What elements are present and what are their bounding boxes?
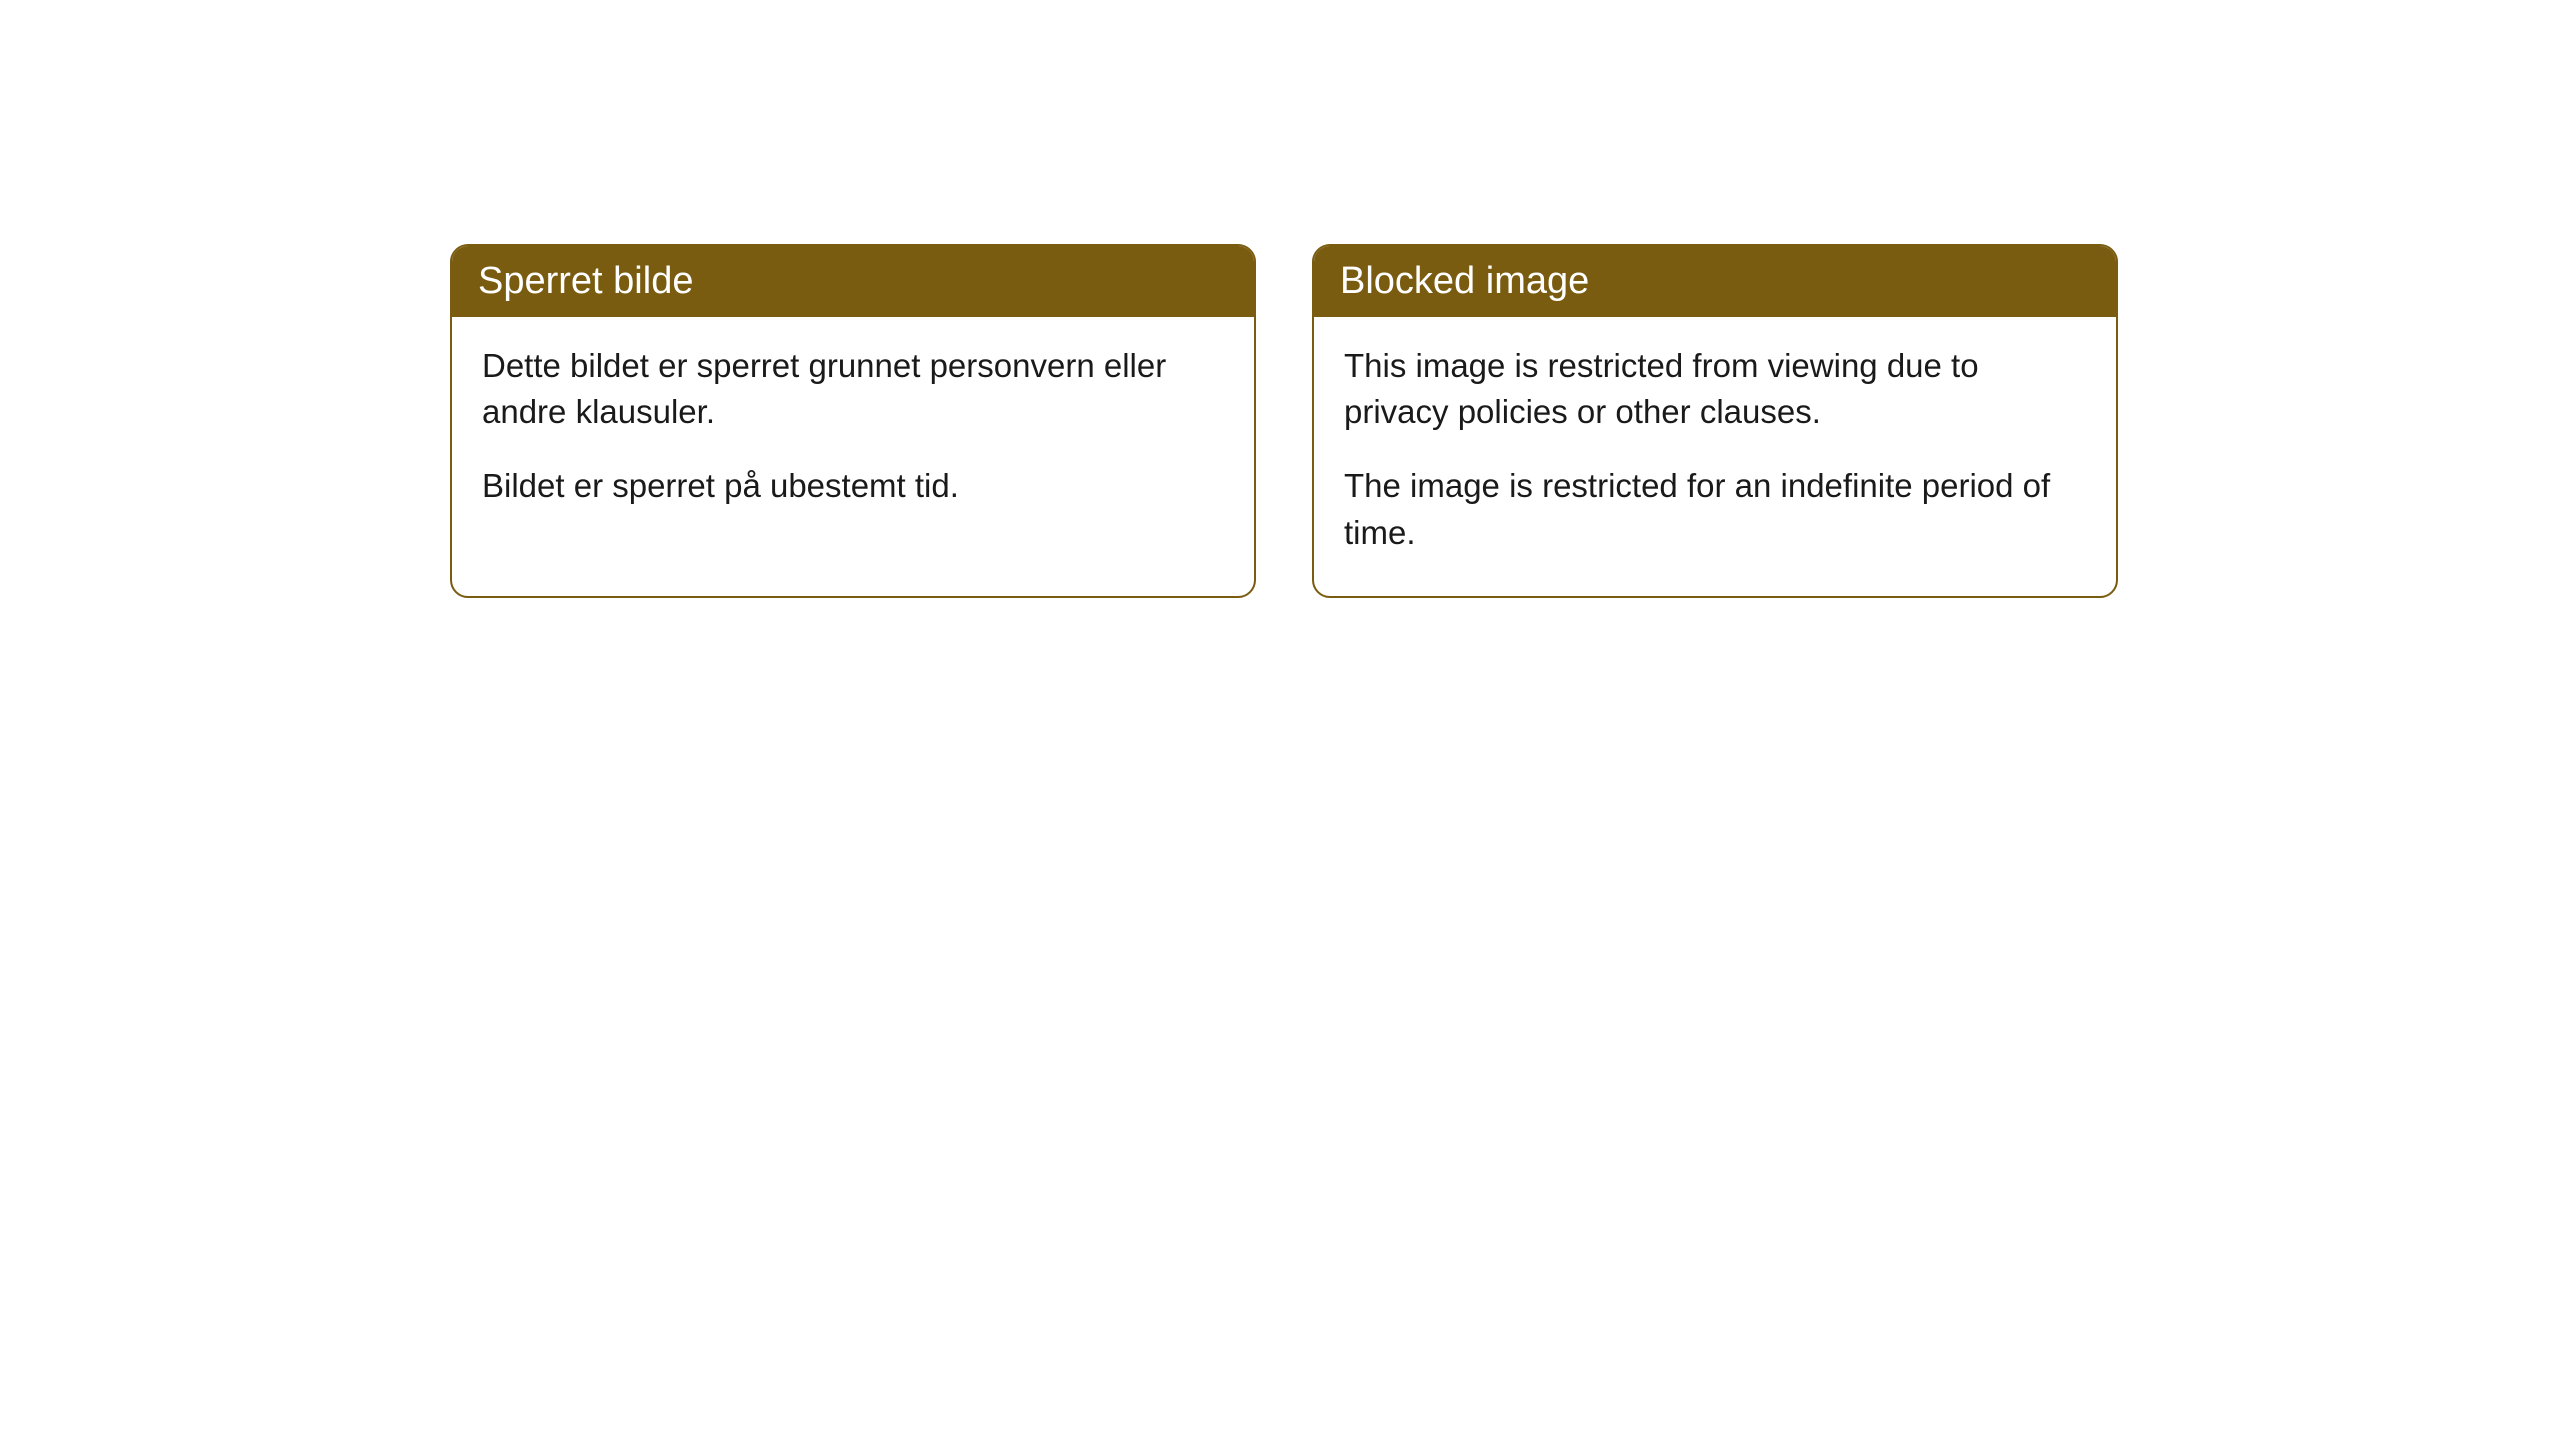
card-english: Blocked image This image is restricted f… (1312, 244, 2118, 598)
card-header-norwegian: Sperret bilde (452, 246, 1254, 317)
card-body-english: This image is restricted from viewing du… (1314, 317, 2116, 596)
card-paragraph: Bildet er sperret på ubestemt tid. (482, 463, 1224, 509)
card-norwegian: Sperret bilde Dette bildet er sperret gr… (450, 244, 1256, 598)
card-paragraph: This image is restricted from viewing du… (1344, 343, 2086, 435)
card-body-norwegian: Dette bildet er sperret grunnet personve… (452, 317, 1254, 550)
card-paragraph: Dette bildet er sperret grunnet personve… (482, 343, 1224, 435)
card-header-english: Blocked image (1314, 246, 2116, 317)
cards-container: Sperret bilde Dette bildet er sperret gr… (0, 0, 2560, 598)
card-paragraph: The image is restricted for an indefinit… (1344, 463, 2086, 555)
